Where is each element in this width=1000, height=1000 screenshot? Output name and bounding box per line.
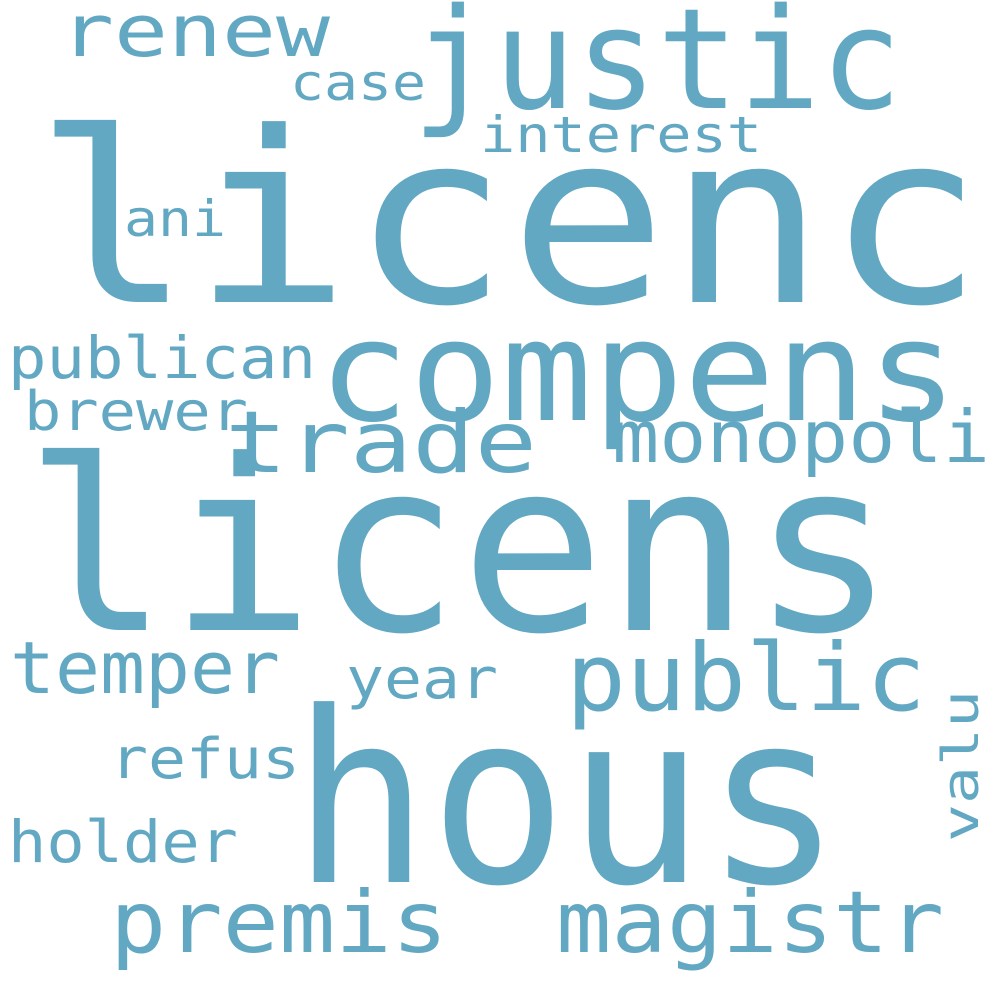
word-valu: valu bbox=[932, 690, 990, 842]
word-public: public bbox=[566, 624, 926, 733]
word-licenc: licenc bbox=[34, 82, 984, 359]
word-refus: refus bbox=[110, 727, 300, 792]
word-licens: licens bbox=[24, 410, 896, 687]
word-temper: temper bbox=[10, 626, 280, 710]
word-year: year bbox=[346, 647, 498, 712]
word-hous: hous bbox=[292, 662, 842, 939]
word-case: case bbox=[290, 54, 426, 112]
word-brewer: brewer bbox=[24, 380, 248, 443]
word-magistr: magistr bbox=[556, 873, 944, 973]
word-monopoli: monopoli bbox=[612, 395, 990, 479]
word-justic: justic bbox=[412, 0, 902, 142]
word-ani: ani bbox=[124, 190, 226, 248]
word-trade: trade bbox=[225, 393, 537, 493]
word-compens: compens bbox=[318, 291, 958, 454]
word-renew: renew bbox=[60, 0, 331, 73]
word-premis: premis bbox=[110, 873, 448, 973]
word-interest: interest bbox=[480, 106, 762, 164]
word-publican: publican bbox=[8, 324, 316, 392]
word-holder: holder bbox=[8, 808, 238, 876]
